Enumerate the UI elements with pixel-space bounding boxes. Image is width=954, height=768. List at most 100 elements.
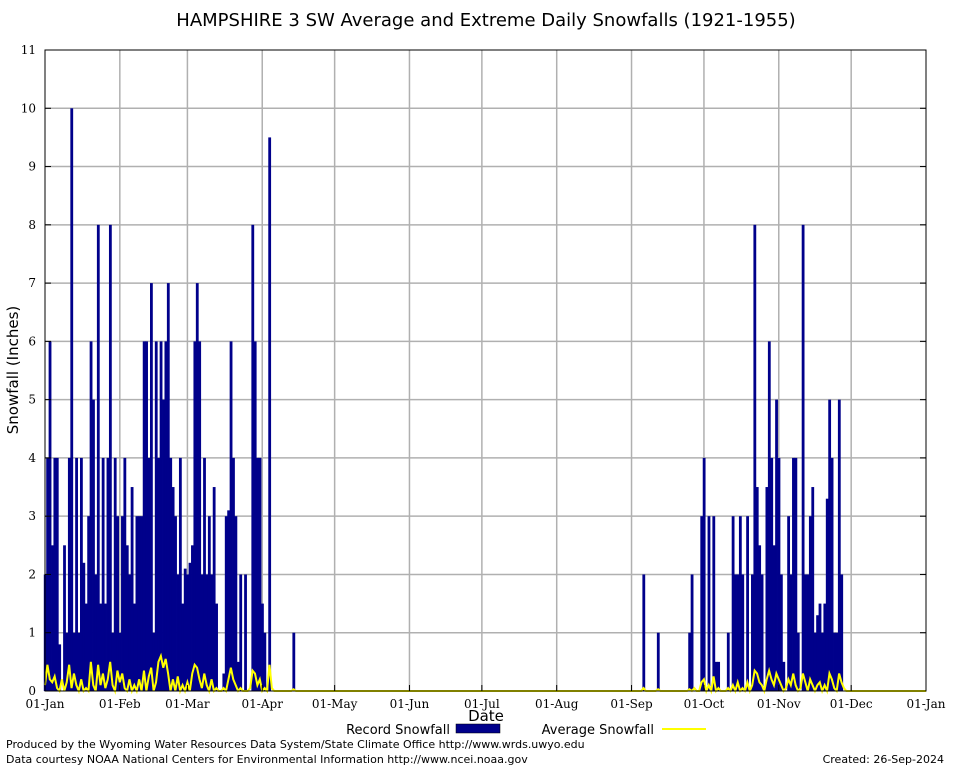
record-bar-day-318 bbox=[808, 516, 812, 691]
record-bar-day-39 bbox=[135, 516, 139, 691]
record-bar-day-78 bbox=[229, 341, 233, 691]
record-bar-day-300 bbox=[765, 487, 769, 691]
record-bar-day-292 bbox=[746, 516, 749, 691]
x-tick-label-9: 01-Oct bbox=[684, 697, 725, 711]
record-bar-day-89 bbox=[256, 457, 260, 691]
record-bar-day-52 bbox=[166, 283, 170, 691]
y-axis-ticks: 0 1 2 3 4 5 6 7 8 9 10 11 bbox=[21, 43, 926, 698]
record-bar-day-104 bbox=[292, 632, 296, 691]
x-tick-label-6: 01-Jul bbox=[464, 697, 500, 711]
record-bar-day-301 bbox=[767, 341, 771, 691]
record-bar-day-36 bbox=[128, 574, 132, 691]
record-bar-day-72 bbox=[215, 603, 218, 691]
record-bar-day-310 bbox=[789, 574, 793, 691]
x-tick-label-3: 01-Apr bbox=[242, 697, 284, 711]
record-bar-day-13 bbox=[72, 632, 76, 691]
record-bar-day-91 bbox=[261, 603, 264, 691]
record-bar-day-7 bbox=[58, 644, 62, 691]
record-bar-day-40 bbox=[137, 516, 141, 691]
record-bar-day-71 bbox=[212, 487, 216, 691]
record-bar-day-59 bbox=[183, 568, 187, 691]
record-bar-day-60 bbox=[186, 574, 190, 691]
record-bar-day-296 bbox=[755, 487, 759, 691]
record-bar-day-43 bbox=[145, 341, 148, 691]
record-bar-day-10 bbox=[65, 632, 69, 691]
record-bar-day-22 bbox=[94, 574, 98, 691]
record-bar-day-92 bbox=[263, 632, 267, 691]
record-bar-day-6 bbox=[55, 457, 59, 691]
record-bar-day-273 bbox=[700, 516, 704, 691]
record-bar-day-284 bbox=[726, 632, 730, 691]
record-bar-day-324 bbox=[823, 603, 827, 691]
record-bar-day-70 bbox=[210, 574, 214, 691]
record-bar-day-31 bbox=[116, 516, 120, 691]
record-bar-day-303 bbox=[772, 545, 776, 691]
record-bar-day-294 bbox=[751, 574, 754, 691]
x-axis-ticks: 01-Jan 01-Feb 01-Mar 01-Apr 01-May 01-Jun 01-J… bbox=[25, 685, 946, 711]
record-bar-day-328 bbox=[833, 632, 836, 691]
record-bar-day-319 bbox=[811, 487, 815, 691]
record-bar-day-33 bbox=[121, 516, 124, 691]
record-bar-day-313 bbox=[796, 632, 800, 691]
record-bar-day-17 bbox=[82, 562, 86, 691]
record-bar-day-64 bbox=[195, 283, 199, 691]
record-bar-day-290 bbox=[741, 574, 745, 691]
record-bar-day-68 bbox=[205, 574, 209, 691]
y-tick-label-1: 1 bbox=[28, 626, 36, 640]
record-bar-day-44 bbox=[147, 457, 151, 691]
record-bar-day-45 bbox=[149, 283, 153, 691]
record-bar-day-24 bbox=[99, 603, 103, 691]
record-bar-day-61 bbox=[188, 562, 192, 691]
record-bar-day-23 bbox=[96, 224, 100, 691]
record-bar-day-69 bbox=[207, 516, 211, 691]
record-bar-day-84 bbox=[244, 574, 247, 691]
record-bar-day-315 bbox=[801, 224, 805, 691]
record-bar-day-75 bbox=[222, 673, 226, 691]
record-bar-day-77 bbox=[227, 510, 231, 691]
y-tick-label-7: 7 bbox=[28, 276, 36, 290]
record-bar-day-26 bbox=[104, 603, 107, 691]
record-bar-day-304 bbox=[775, 399, 778, 691]
record-bar-day-317 bbox=[806, 574, 810, 691]
x-tick-label-12: 01-Jan bbox=[906, 697, 945, 711]
record-bar-day-286 bbox=[731, 516, 735, 691]
record-bar-day-76 bbox=[224, 516, 228, 691]
record-bar-day-11 bbox=[67, 457, 71, 691]
record-bar-day-297 bbox=[758, 545, 762, 691]
record-bar-day-49 bbox=[159, 341, 163, 691]
record-bar-day-80 bbox=[234, 516, 238, 691]
record-bar-day-16 bbox=[80, 457, 83, 691]
record-bar-day-20 bbox=[89, 341, 93, 691]
record-bar-day-37 bbox=[130, 487, 134, 691]
x-tick-label-4: 01-May bbox=[312, 697, 358, 711]
record-bar-day-48 bbox=[157, 457, 161, 691]
record-bar-day-289 bbox=[738, 516, 742, 691]
record-bar-day-5 bbox=[53, 457, 57, 691]
record-bar-day-312 bbox=[794, 457, 798, 691]
record-bar-day-309 bbox=[787, 516, 791, 691]
record-bar-day-81 bbox=[236, 661, 240, 691]
record-bar-day-295 bbox=[753, 224, 757, 691]
x-tick-label-1: 01-Feb bbox=[99, 697, 141, 711]
record-bar-day-287 bbox=[734, 574, 737, 691]
record-bar-day-50 bbox=[162, 399, 165, 691]
record-bar-day-94 bbox=[268, 137, 272, 692]
record-bar-day-276 bbox=[707, 516, 711, 691]
record-bar-day-25 bbox=[101, 457, 105, 691]
record-bar-day-88 bbox=[253, 341, 257, 691]
x-tick-label-10: 01-Nov bbox=[757, 697, 801, 711]
record-bar-day-268 bbox=[688, 632, 692, 691]
footer-credit-line1: Produced by the Wyoming Water Resources … bbox=[6, 738, 585, 751]
record-bar-day-57 bbox=[178, 457, 182, 691]
y-tick-label-8: 8 bbox=[28, 218, 36, 232]
record-bar-day-35 bbox=[125, 545, 129, 691]
record-bar-day-27 bbox=[106, 457, 110, 691]
record-bar-day-288 bbox=[736, 574, 740, 691]
legend-record-label: Record Snowfall bbox=[346, 723, 450, 738]
x-axis-label: Date bbox=[468, 707, 504, 725]
record-bar-day-21 bbox=[92, 399, 95, 691]
y-tick-label-3: 3 bbox=[28, 509, 36, 523]
record-bar-day-15 bbox=[77, 632, 81, 691]
record-bar-day-82 bbox=[239, 574, 243, 691]
record-bar-day-42 bbox=[142, 341, 146, 691]
